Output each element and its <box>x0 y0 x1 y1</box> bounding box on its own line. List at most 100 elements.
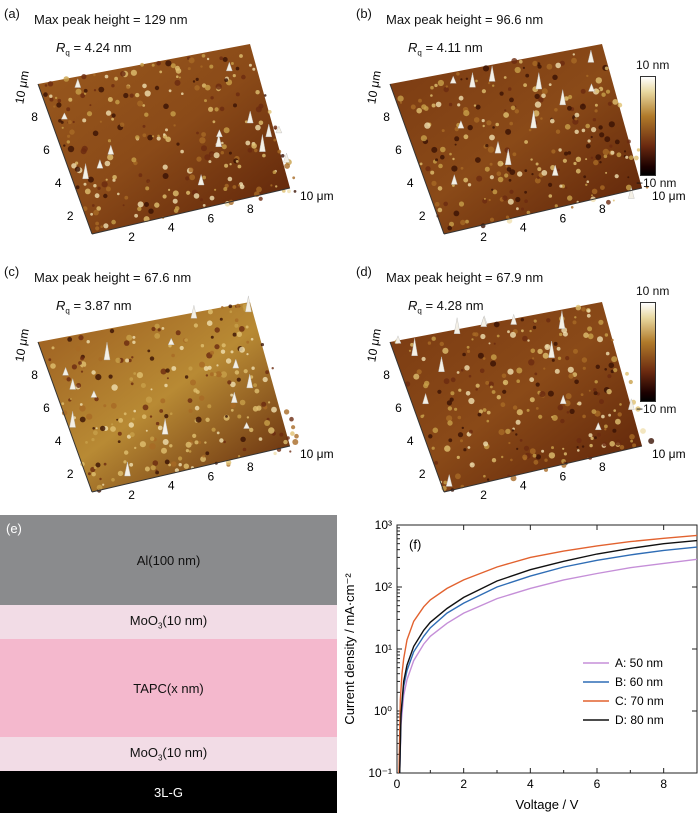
surface-grain <box>249 427 254 433</box>
y-axis-line <box>389 83 445 235</box>
surface-grain <box>103 404 107 408</box>
surface-grain <box>456 72 460 76</box>
surface-grain <box>156 61 161 66</box>
surface-grain <box>219 56 223 60</box>
surface-peak <box>124 461 131 477</box>
surface-grain <box>512 152 517 157</box>
surface-grain <box>526 210 531 215</box>
surface-grain <box>562 158 567 163</box>
surface-grain <box>211 427 216 432</box>
surface-grain <box>450 391 455 396</box>
surface-grain <box>521 207 524 211</box>
surface-grain <box>575 168 581 174</box>
surface-grain <box>61 402 65 405</box>
surface-grain <box>256 186 262 193</box>
surface-grain <box>260 343 264 347</box>
surface-grain <box>599 132 605 138</box>
surface-grain <box>617 412 622 417</box>
x-tick-label: 4 <box>168 221 175 235</box>
surface-grain <box>56 102 62 108</box>
surface-peak <box>445 474 453 487</box>
surface-grain <box>128 422 134 428</box>
surface-grain <box>174 468 179 473</box>
surface-grain <box>489 175 494 180</box>
x-tick-label: 6 <box>594 777 601 791</box>
surface-grain <box>591 409 597 414</box>
surface-grain <box>129 377 134 381</box>
surface-grain <box>172 198 178 204</box>
surface-grain <box>123 92 129 99</box>
surface-grain <box>163 103 169 110</box>
surface-grain <box>160 368 167 375</box>
surface-grain <box>446 400 452 406</box>
surface-grain <box>489 162 493 166</box>
surface-grain <box>108 374 113 379</box>
surface-grain <box>48 358 52 362</box>
surface-grain <box>238 326 245 332</box>
surface-grain <box>142 124 146 128</box>
surface-grain <box>126 334 133 341</box>
surface-grain <box>449 221 454 227</box>
x-tick-label: 10 μm <box>300 189 334 203</box>
surface-grain <box>454 407 458 411</box>
device-layer: MoO3(10 nm) <box>0 737 337 771</box>
surface-grain <box>97 186 101 190</box>
surface-grain <box>467 183 472 187</box>
surface-grain <box>576 437 582 444</box>
surface-grain <box>193 388 198 393</box>
surface-grain <box>68 97 73 102</box>
surface-grain <box>178 456 183 461</box>
surface-grain <box>283 439 288 445</box>
surface-grain <box>482 65 490 72</box>
y-tick-label: 8 <box>31 368 38 382</box>
surface-grain <box>151 135 155 138</box>
surface-grain <box>428 434 433 439</box>
surface-grain <box>187 398 193 403</box>
panel-label-e: (e) <box>6 521 22 536</box>
surface-grain <box>219 373 223 376</box>
surface-grain <box>482 408 487 412</box>
surface-grain <box>497 176 504 183</box>
surface-grain <box>533 110 540 117</box>
surface-peak <box>231 391 238 403</box>
surface-grain <box>188 366 193 371</box>
surface-grain <box>568 94 573 100</box>
colorbar-bottom-gradient <box>640 302 656 402</box>
surface-grain <box>137 100 144 107</box>
surface-grain <box>496 171 502 176</box>
surface-grain <box>481 89 486 94</box>
surface-grain <box>149 415 153 418</box>
surface-grain <box>495 122 499 127</box>
surface-grain <box>541 88 548 95</box>
surface-grain <box>131 157 137 163</box>
surface-grain <box>449 152 452 156</box>
surface-grain <box>146 179 151 184</box>
colorbar-top-min-label: −10 nm <box>636 176 677 190</box>
surface-grain <box>81 74 87 80</box>
y-tick-label: 10² <box>375 580 392 594</box>
surface-grain <box>277 149 282 154</box>
surface-grain <box>203 366 209 371</box>
surface-grain <box>104 160 111 167</box>
surface-grain <box>82 366 86 369</box>
surface-grain <box>592 118 597 122</box>
x-tick-label: 2 <box>480 230 487 244</box>
surface-grain <box>239 54 243 58</box>
surface-grain <box>510 105 516 111</box>
surface-grain <box>408 349 412 352</box>
surface-grain <box>636 148 641 152</box>
surface-grain <box>609 441 615 447</box>
surface-grain <box>270 184 273 187</box>
surface-grain <box>145 396 153 403</box>
surface-grain <box>43 92 48 97</box>
legend-label: A: 50 nm <box>615 656 663 670</box>
surface-grain <box>91 472 96 477</box>
surface-grain <box>548 83 552 86</box>
surface-grain <box>110 426 116 432</box>
surface-grain <box>170 63 176 69</box>
surface-grain <box>602 148 610 156</box>
surface-grain <box>500 402 506 408</box>
surface-grain <box>79 416 86 423</box>
surface-grain <box>586 74 589 78</box>
surface-grain <box>431 180 437 186</box>
